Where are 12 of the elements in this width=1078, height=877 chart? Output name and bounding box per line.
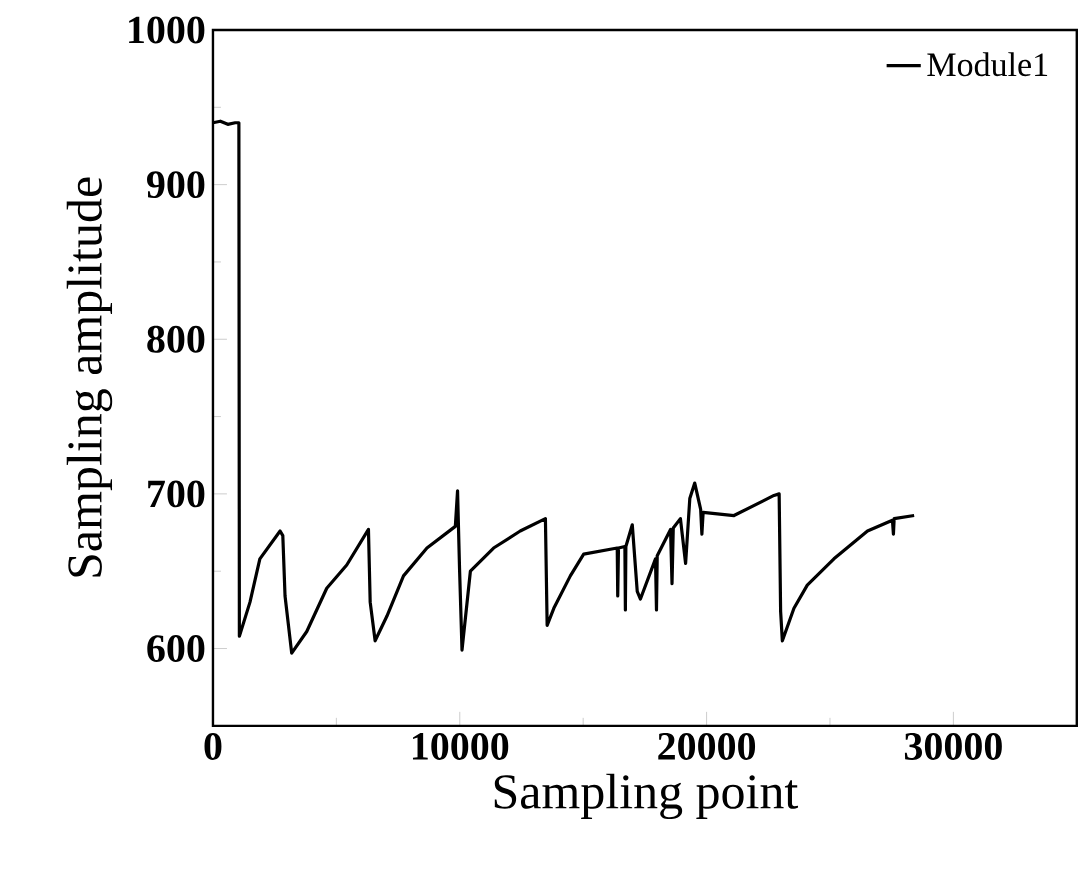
y-tick-label: 900	[147, 171, 205, 199]
x-tick-label: 20000	[658, 733, 756, 760]
legend-label: Module1	[927, 52, 1048, 77]
x-tick-label: 0	[204, 733, 222, 760]
y-tick-label: 800	[147, 325, 205, 353]
y-tick-label: 700	[148, 480, 205, 508]
y-axis-title: Sampling amplitude	[66, 177, 113, 577]
y-tick-label: 1000	[129, 16, 205, 44]
y-tick-label: 600	[147, 635, 205, 663]
x-axis-title: Sampling point	[494, 773, 799, 820]
x-tick-label: 10000	[412, 733, 509, 760]
x-tick-label: 30000	[904, 733, 1002, 760]
